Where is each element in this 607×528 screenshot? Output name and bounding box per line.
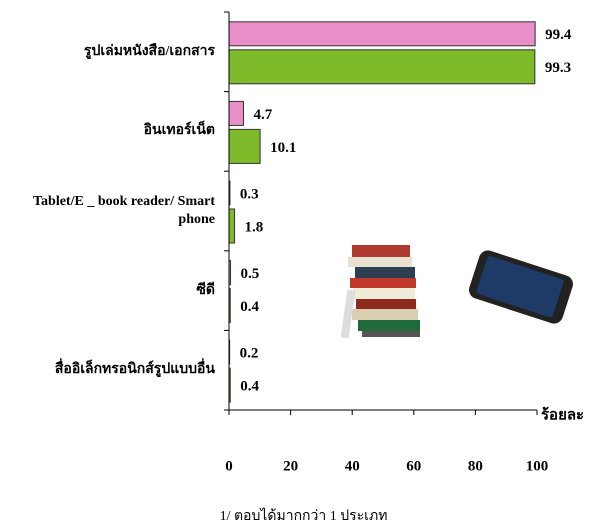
- footnote: 1/ ตอบได้มากกว่า 1 ประเภท: [219, 509, 388, 524]
- bar: [228, 49, 536, 85]
- x-tick-label: 20: [283, 458, 298, 474]
- value-label: 4.7: [253, 107, 272, 123]
- x-tick-label: 80: [468, 458, 483, 474]
- y-tick-label: อินเทอร์เน็ต: [143, 123, 215, 139]
- value-label: 0.4: [240, 379, 259, 395]
- bar: [228, 208, 236, 244]
- y-tick-label: Tablet/E _ book reader/ Smart phone: [32, 194, 215, 227]
- phone-illustration: [469, 250, 573, 324]
- value-label: 0.2: [240, 346, 259, 362]
- bar: [228, 21, 536, 47]
- value-label: 0.5: [241, 266, 260, 282]
- bar: [228, 100, 244, 126]
- value-label: 1.8: [245, 219, 264, 235]
- x-tick-label: 100: [526, 458, 549, 474]
- value-label: 0.3: [240, 186, 259, 202]
- y-tick-label: รูปเล่มหนังสือ/เอกสาร: [83, 43, 215, 59]
- bar: [228, 128, 261, 164]
- value-label: 0.4: [240, 299, 259, 315]
- books-illustration: [340, 245, 420, 339]
- y-tick-label: สื่ออิเล็กทรอนิกส์รูปแบบอื่น: [54, 362, 215, 378]
- y-tick-label: ซีดี: [196, 282, 215, 298]
- x-tick-label: 60: [406, 458, 421, 474]
- x-tick-label: 0: [225, 458, 233, 474]
- value-label: 10.1: [270, 140, 296, 156]
- x-tick-label: 40: [345, 458, 360, 474]
- x-axis-label: ร้อยละ: [541, 406, 584, 423]
- value-label: 99.3: [545, 60, 571, 76]
- value-label: 99.4: [545, 27, 572, 43]
